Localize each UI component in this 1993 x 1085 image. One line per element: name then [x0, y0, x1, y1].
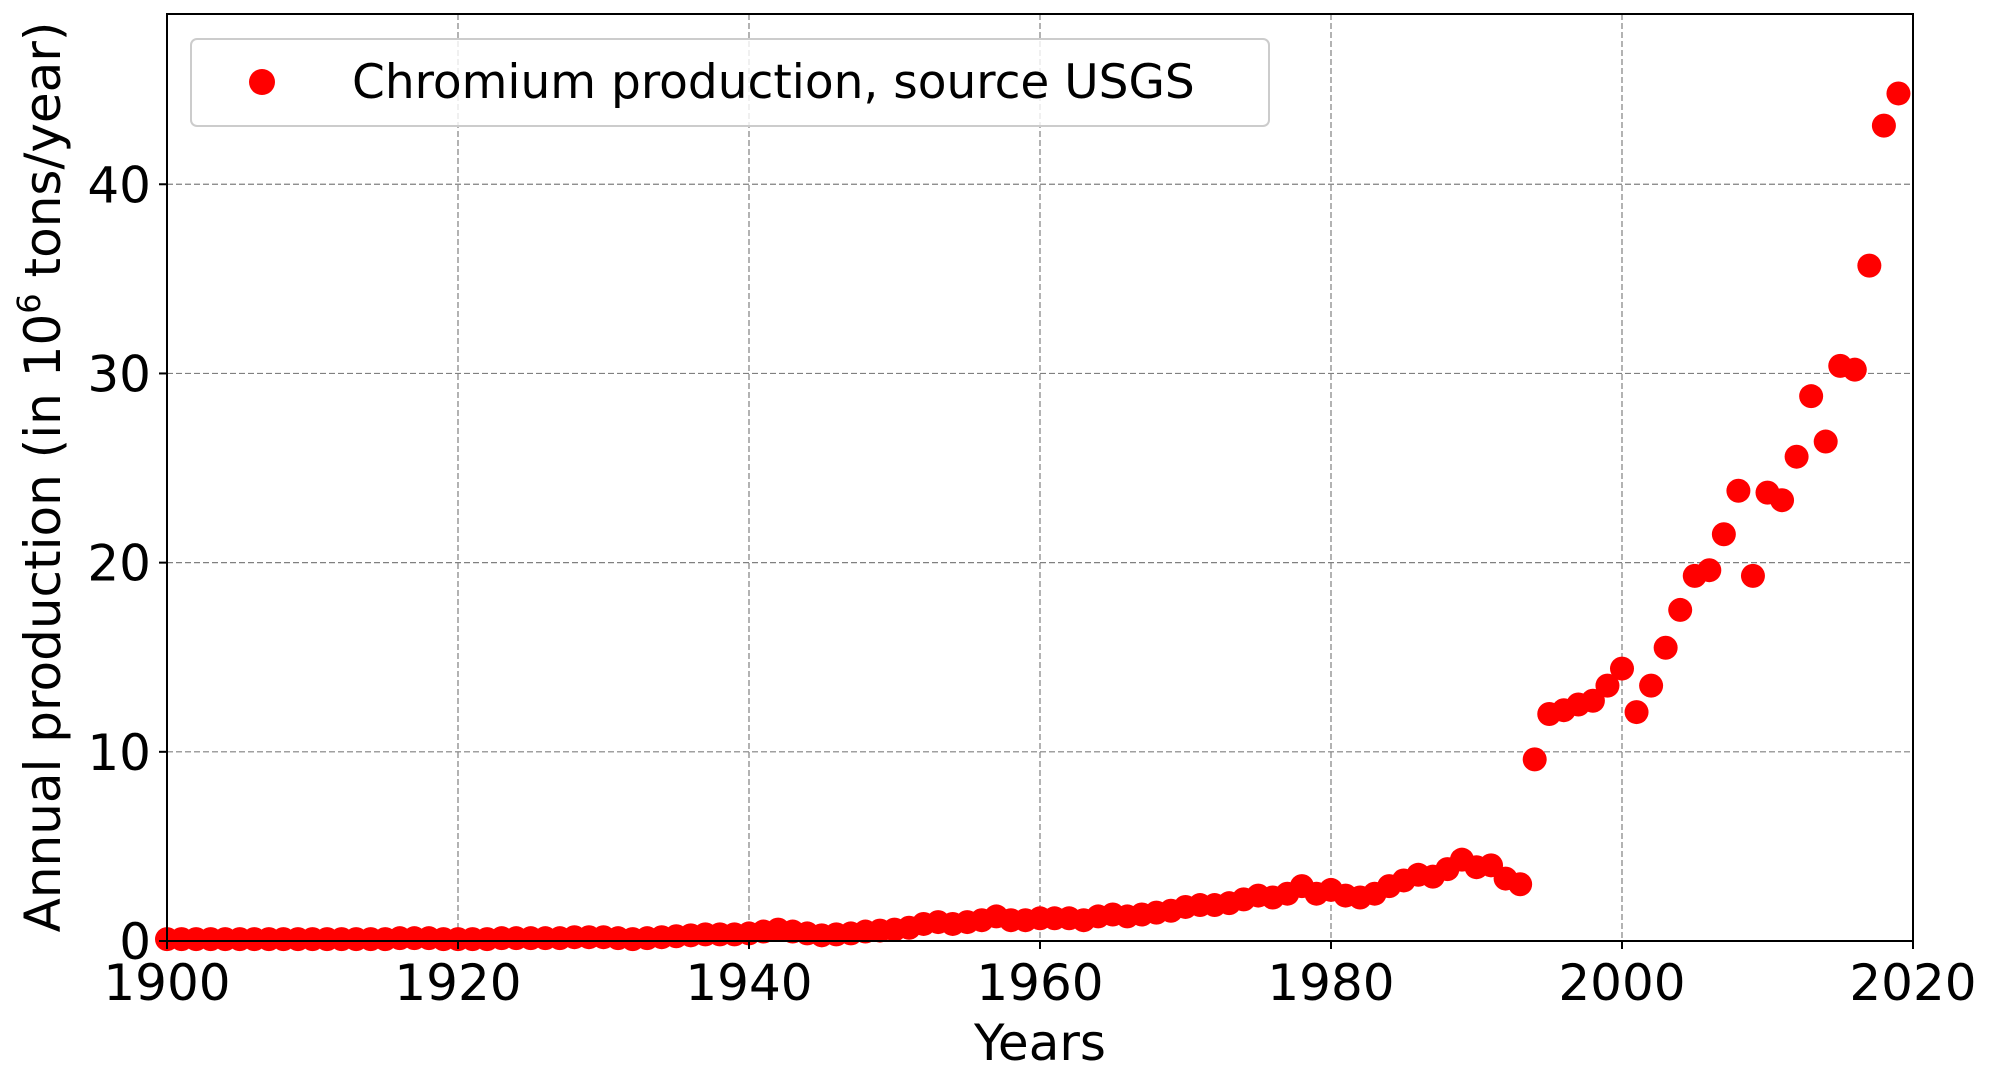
data-point [1799, 384, 1824, 409]
data-point [1842, 357, 1867, 382]
x-axis-label: Years [973, 1014, 1106, 1072]
x-tick-label: 1960 [976, 954, 1103, 1012]
data-point [1522, 747, 1547, 772]
data-point [1668, 597, 1693, 622]
x-tick-label: 1900 [103, 954, 230, 1012]
data-point [1508, 872, 1533, 897]
y-axis-label-superscript: 6 [10, 293, 48, 313]
y-tick-label: 0 [119, 913, 151, 971]
data-point [1624, 700, 1649, 725]
y-tick-label: 10 [87, 724, 151, 782]
x-tick-label: 1920 [394, 954, 521, 1012]
plot-frame [166, 13, 1914, 942]
y-axis-label-suffix: tons/year) [14, 22, 72, 294]
x-tick-label: 1940 [685, 954, 812, 1012]
data-point [1726, 478, 1751, 503]
x-tick-label: 2020 [1849, 954, 1976, 1012]
data-point [1711, 522, 1736, 547]
data-point [1784, 444, 1809, 469]
x-tick-label: 1980 [1267, 954, 1394, 1012]
data-point [1580, 688, 1605, 713]
data-point [1740, 563, 1765, 588]
y-tick-label: 20 [87, 535, 151, 593]
data-point [1653, 635, 1678, 660]
data-point [1770, 488, 1795, 513]
legend-box [190, 38, 1270, 127]
y-tick-label: 30 [87, 345, 151, 403]
y-axis-label-prefix: Annual production (in 10 [14, 314, 72, 933]
legend: Chromium production, source USGS [190, 38, 1270, 127]
data-point [1857, 253, 1882, 278]
legend-marker [249, 69, 275, 95]
data-point [1886, 81, 1911, 106]
y-tick-label: 40 [87, 156, 151, 214]
y-axis-label: Annual production (in 106 tons/year) [10, 22, 72, 933]
x-tick-label: 2000 [1558, 954, 1685, 1012]
grid [167, 14, 1913, 941]
data-point [1595, 673, 1620, 698]
data-point [1813, 429, 1838, 454]
data-point [1610, 656, 1634, 681]
data-point [1871, 113, 1896, 138]
data-point [1697, 558, 1722, 583]
data-points [155, 81, 1911, 952]
axis-ticks: 1900 1920 1940 1960 1980 2000 2020 0 10 20 30 40 [87, 156, 1976, 1012]
data-point [1639, 673, 1664, 698]
legend-label: Chromium production, source USGS [352, 55, 1195, 110]
